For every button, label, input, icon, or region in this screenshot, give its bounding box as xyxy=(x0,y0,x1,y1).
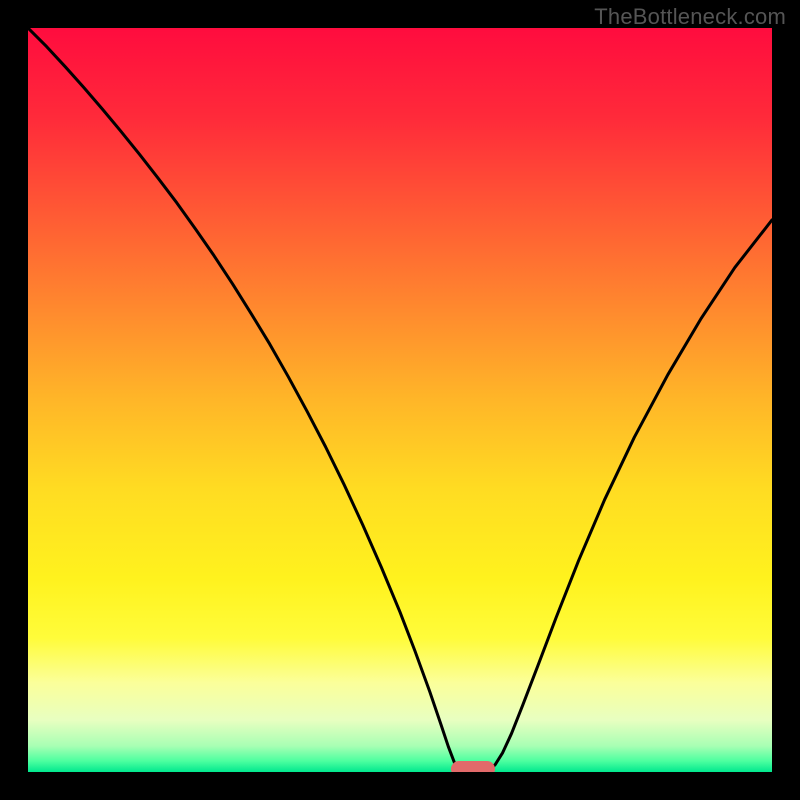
plot-area xyxy=(28,28,772,772)
bottleneck-curve xyxy=(28,28,772,772)
optimal-marker xyxy=(451,761,495,772)
chart-container: TheBottleneck.com xyxy=(0,0,800,800)
watermark-label: TheBottleneck.com xyxy=(594,4,786,30)
